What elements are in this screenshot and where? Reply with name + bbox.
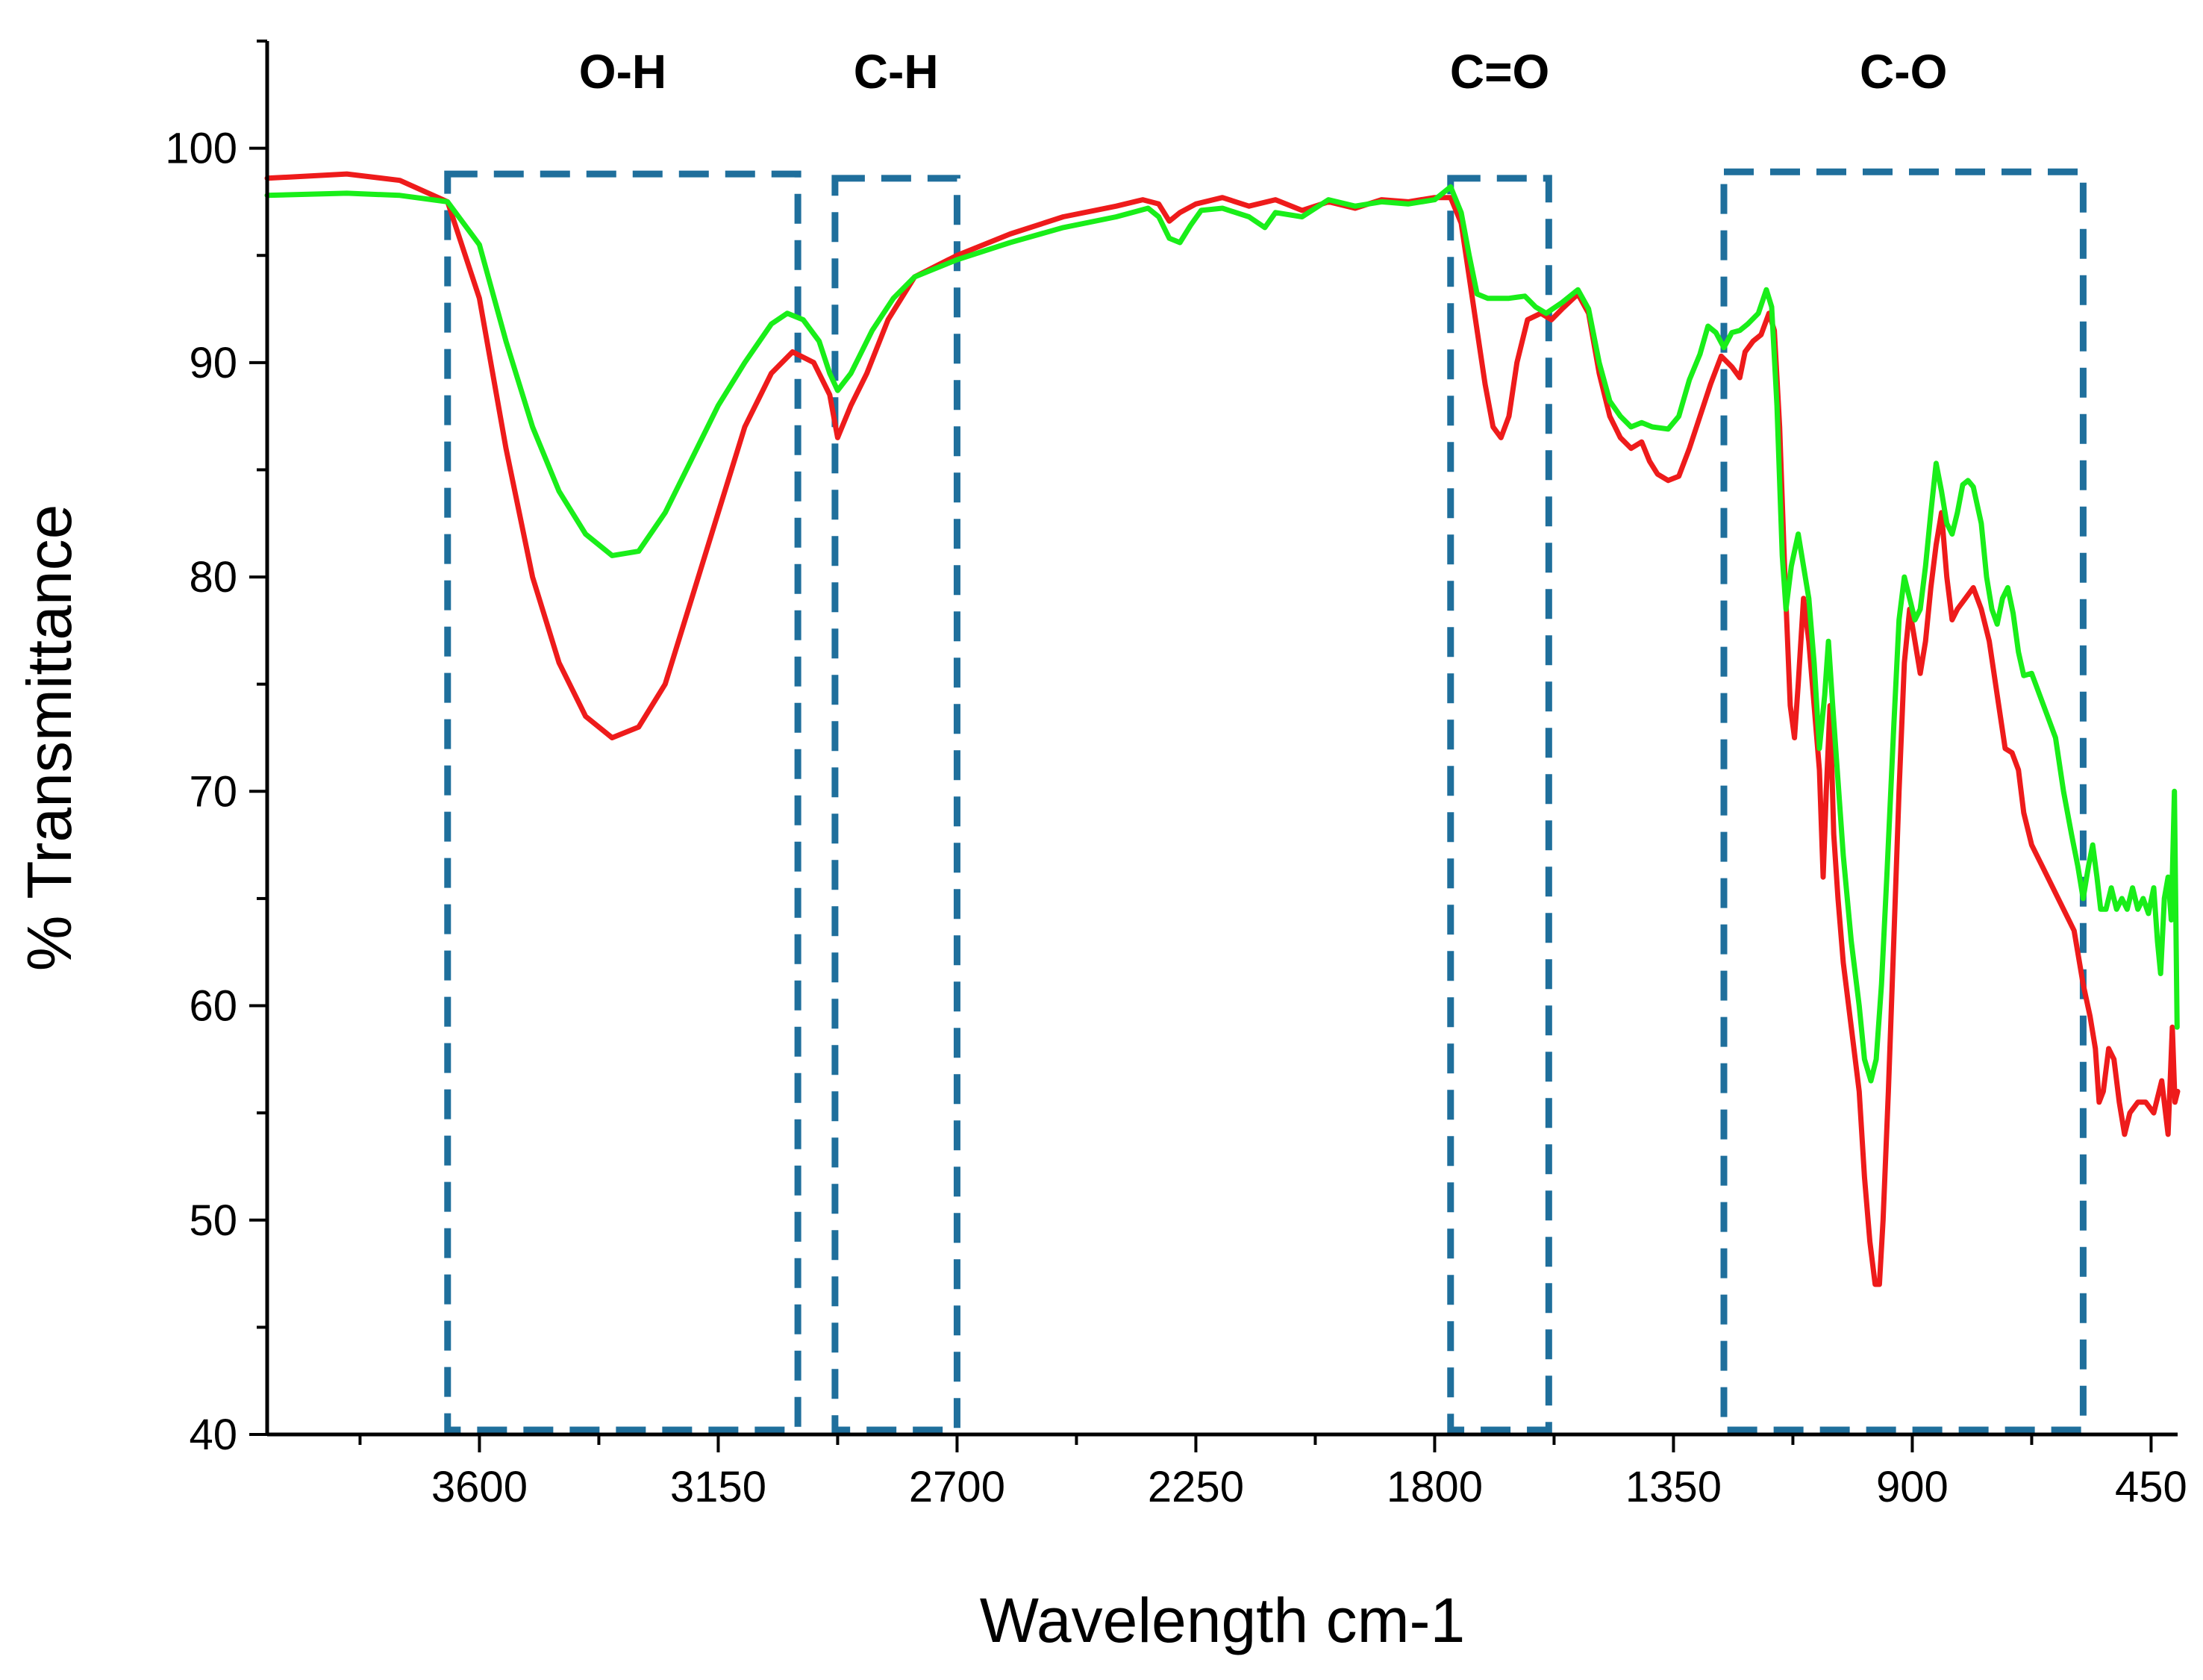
y-axis-title: % Transmittance (14, 505, 84, 972)
x-tick-label: 2700 (909, 1463, 1005, 1511)
series-group (264, 171, 2181, 1287)
region-boxes (444, 168, 2087, 1434)
region-labels: O-H C-H C=O C-O (579, 45, 1948, 99)
y-tick-label: 80 (189, 553, 237, 602)
x-axis-ticks: 3600 3150 2700 2250 1800 1350 900 450 (358, 1434, 2187, 1511)
x-tick-label: 3600 (431, 1463, 528, 1511)
y-tick-label: 70 (189, 767, 237, 816)
y-tick-label: 40 (189, 1411, 237, 1459)
x-tick-label: 1800 (1387, 1463, 1483, 1511)
y-axis-ticks: 40 50 60 70 80 90 100 (165, 40, 267, 1459)
y-tick-label: 60 (189, 982, 237, 1031)
region-box-c=o (1447, 175, 1552, 1434)
y-tick-label: 50 (189, 1196, 237, 1245)
x-tick-label: 1350 (1625, 1463, 1722, 1511)
region-box-c-h (831, 175, 960, 1434)
y-tick-label: 90 (189, 339, 237, 387)
x-tick-label: 450 (2115, 1463, 2187, 1511)
y-tick-label: 100 (165, 125, 237, 173)
region-label-c-h: C-H (854, 45, 939, 99)
region-label-o-h: O-H (579, 45, 666, 99)
x-tick-label: 900 (1876, 1463, 1949, 1511)
x-tick-label: 2250 (1148, 1463, 1244, 1511)
x-tick-label: 3150 (670, 1463, 766, 1511)
region-box-o-h (444, 170, 801, 1434)
x-axis-title: Wavelength cm-1 (980, 1585, 1465, 1655)
series-line-green (264, 184, 2180, 1084)
region-box-c-o (1720, 168, 2087, 1434)
region-label-c=o: C=O (1450, 45, 1549, 99)
region-label-c-o: C-O (1860, 45, 1947, 99)
series-line-red (264, 171, 2181, 1287)
